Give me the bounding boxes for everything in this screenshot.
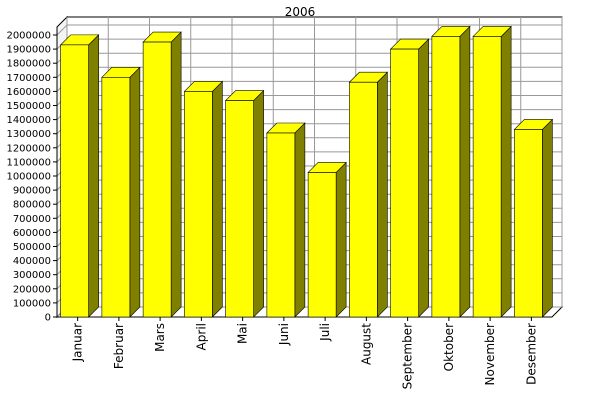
- y-tick-label: 1200000: [6, 143, 51, 154]
- y-tick-label: 1900000: [6, 45, 51, 56]
- bar-front: [349, 81, 378, 318]
- x-tick-label: Mars: [153, 323, 167, 352]
- bar-side: [88, 34, 99, 318]
- x-tick-label: November: [483, 323, 497, 385]
- bar: [307, 161, 347, 318]
- x-tick-label: Juni: [277, 323, 291, 346]
- bar-side: [377, 71, 388, 318]
- bar-front: [514, 129, 543, 318]
- bar: [472, 25, 512, 318]
- x-tick-label: Mai: [236, 323, 250, 344]
- bar-front: [472, 36, 502, 318]
- x-tick-label: August: [359, 323, 373, 365]
- bar-front: [101, 77, 131, 318]
- bar-side: [129, 66, 141, 318]
- y-tick-label: 600000: [13, 228, 51, 239]
- y-tick-label: 200000: [13, 284, 51, 295]
- y-axis-ticks: 0 100000 200000 300000 400000 500000 600000 700…: [6, 31, 57, 324]
- x-tick-label: April: [194, 323, 208, 350]
- bar-side: [418, 38, 429, 318]
- bars: [59, 25, 554, 318]
- bar: [348, 71, 389, 318]
- bar-front: [142, 41, 172, 318]
- y-tick-label: 500000: [13, 242, 51, 253]
- y-tick-label: 1100000: [6, 157, 51, 168]
- bar-front: [431, 36, 461, 318]
- bar-side: [170, 31, 182, 318]
- chart-title: 2006: [285, 5, 316, 19]
- y-tick-label: 1400000: [6, 115, 51, 126]
- bar: [266, 122, 306, 318]
- bar-front: [225, 100, 254, 318]
- y-tick-label: 900000: [13, 186, 51, 197]
- y-tick-label: 1500000: [6, 101, 51, 112]
- bar: [389, 38, 430, 318]
- x-tick-label: Februar: [112, 323, 126, 369]
- y-tick-label: 1800000: [6, 59, 51, 70]
- y-tick-label: 2000000: [6, 31, 51, 42]
- bar: [142, 31, 182, 318]
- x-tick-label: September: [401, 323, 415, 389]
- y-tick-label: 1000000: [6, 172, 51, 183]
- bar: [224, 89, 265, 318]
- y-tick-label: 800000: [13, 200, 51, 211]
- bar-side: [212, 80, 223, 318]
- bar-side: [500, 25, 512, 318]
- x-tick-label: Oktober: [442, 323, 456, 371]
- bar-front: [60, 44, 89, 318]
- bar-side: [253, 89, 264, 318]
- bar-side: [459, 25, 471, 318]
- y-tick-label: 700000: [13, 214, 51, 225]
- y-tick-label: 1600000: [6, 87, 51, 98]
- bar-side: [335, 161, 347, 318]
- bar-side: [294, 122, 306, 318]
- x-axis-ticks: Januar Februar Mars April Mai Juni Juli August S…: [71, 317, 538, 389]
- y-tick-label: 1300000: [6, 129, 51, 140]
- x-tick-label: Desember: [524, 323, 538, 385]
- bar-side: [542, 118, 553, 318]
- y-tick-label: 300000: [13, 270, 51, 281]
- y-tick-label: 1700000: [6, 73, 51, 84]
- bar: [183, 80, 224, 318]
- bar-front: [390, 48, 419, 318]
- bar: [101, 66, 141, 318]
- bar: [59, 34, 100, 318]
- y-tick-label: 0: [45, 313, 51, 324]
- bar-front: [266, 132, 296, 318]
- y-tick-label: 400000: [13, 256, 51, 267]
- y-tick-label: 100000: [13, 298, 51, 309]
- x-tick-label: Juli: [318, 323, 332, 342]
- bar: [513, 118, 554, 318]
- bar: [431, 25, 471, 318]
- x-tick-label: Januar: [71, 323, 85, 362]
- bar-front: [307, 172, 337, 318]
- bar-front: [184, 91, 213, 318]
